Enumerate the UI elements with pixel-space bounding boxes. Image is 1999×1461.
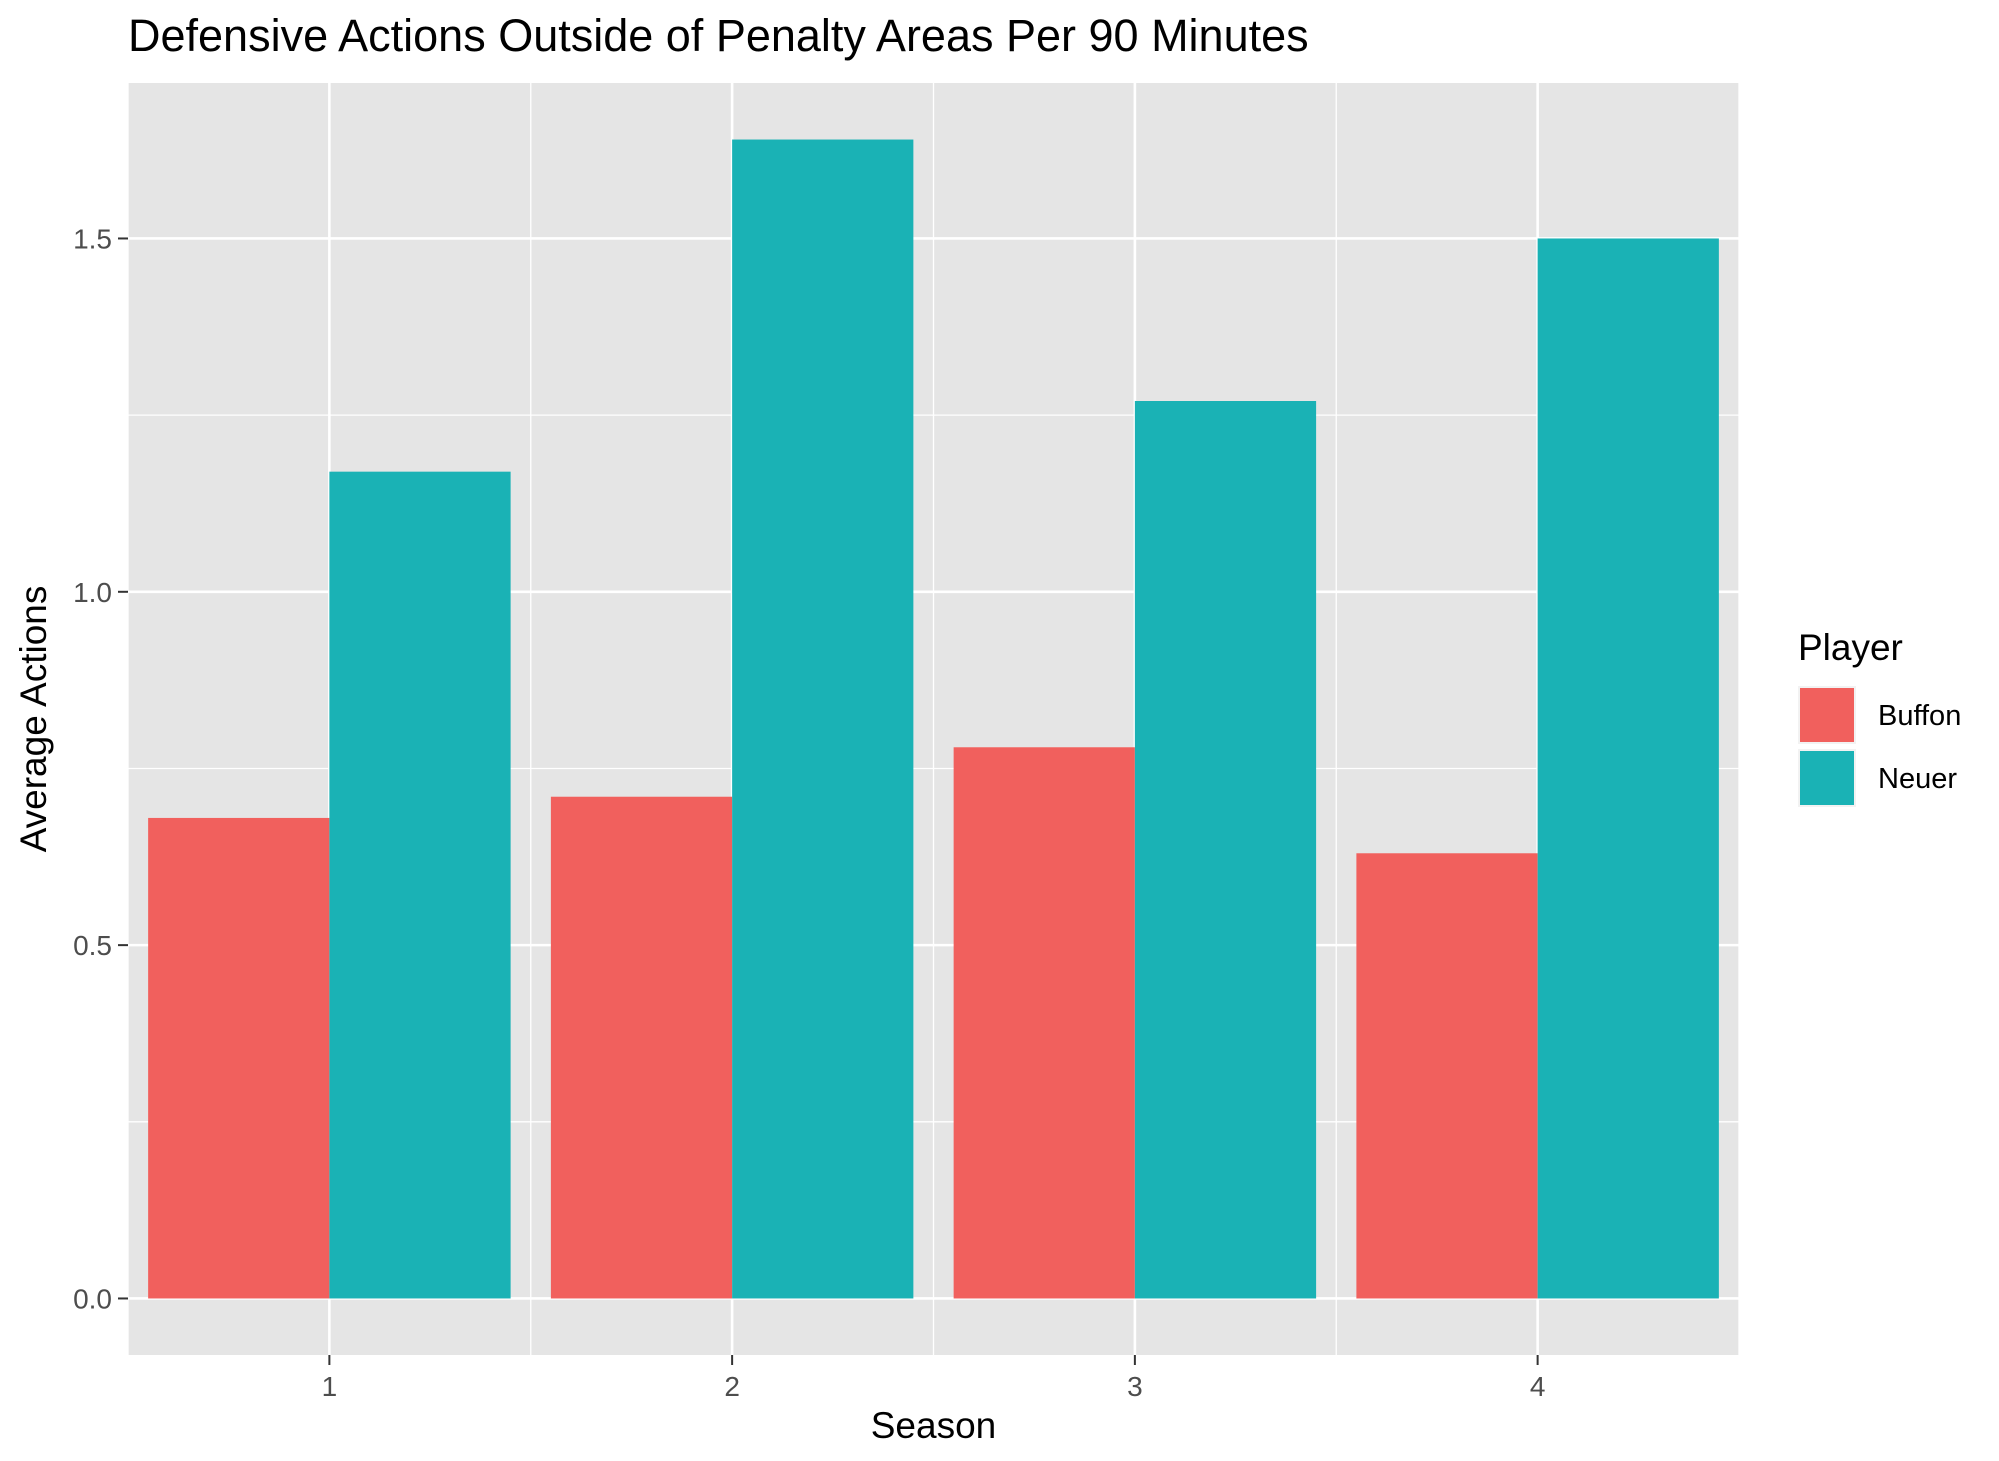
x-tick-label: 4	[1530, 1371, 1546, 1402]
y-axis-title: Average Actions	[13, 586, 54, 853]
legend-items: Buffon Neuer	[1798, 686, 1961, 807]
x-tick-label: 2	[724, 1371, 740, 1402]
bar-buffon-season-2	[550, 796, 733, 1299]
legend-label-buffon: Buffon	[1878, 700, 1961, 732]
bar-buffon-season-4	[1356, 853, 1538, 1299]
chart-title: Defensive Actions Outside of Penalty Are…	[128, 10, 1309, 61]
legend-swatch-neuer	[1800, 751, 1854, 805]
bar-neuer-season-3	[1134, 401, 1317, 1299]
x-tick-label: 3	[1127, 1371, 1143, 1402]
legend-swatch-buffon	[1800, 688, 1854, 742]
legend-label-neuer: Neuer	[1878, 763, 1957, 795]
y-tick-label: 0.0	[73, 1283, 112, 1314]
legend: Player Buffon Neuer	[1798, 627, 1961, 807]
y-tick-label: 0.5	[73, 930, 112, 961]
legend-title: Player	[1798, 627, 1903, 668]
x-axis-title: Season	[871, 1405, 997, 1446]
bar-layer	[148, 139, 1719, 1299]
bar-neuer-season-4	[1537, 238, 1719, 1299]
bar-buffon-season-1	[148, 817, 330, 1299]
x-tick-label: 1	[322, 1371, 338, 1402]
bar-neuer-season-2	[732, 139, 914, 1299]
bar-buffon-season-3	[953, 747, 1135, 1299]
y-tick-label: 1.5	[73, 223, 112, 254]
bar-neuer-season-1	[329, 471, 511, 1299]
y-tick-label: 1.0	[73, 577, 112, 608]
axis-layer: 0.0 0.5 1.0 1.5 1 2 3 4	[73, 223, 1545, 1402]
